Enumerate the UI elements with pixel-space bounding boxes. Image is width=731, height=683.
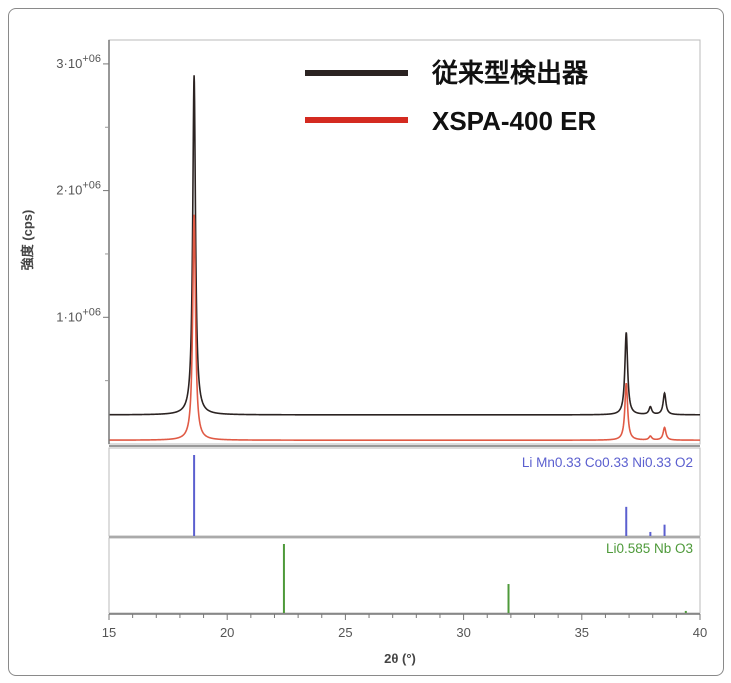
x-tick-label: 20: [220, 625, 234, 640]
x-tick-label: 30: [456, 625, 470, 640]
reference-label-lmcno: Li Mn0.33 Co0.33 Ni0.33 O2: [522, 455, 693, 470]
x-tick-label: 15: [102, 625, 116, 640]
legend-label-xspa: XSPA-400 ER: [432, 106, 596, 136]
series-line-0: [109, 75, 700, 416]
y-tick-label: 2·10+06: [56, 180, 101, 198]
reference-label-lino3: Li0.585 Nb O3: [606, 541, 693, 556]
series-line-1: [109, 214, 700, 441]
y-tick-label: 3·10+06: [56, 53, 101, 71]
ref1-frame: [108, 447, 701, 537]
y-axis-label: 強度 (cps): [20, 210, 35, 271]
axes: 1·10+06 2·10+06 3·10+06 15 20 25 30 35 40: [56, 40, 707, 640]
x-tick-label: 35: [575, 625, 589, 640]
reference-panel-lino3: [108, 537, 701, 614]
ref2-frame: [108, 537, 701, 614]
x-tick-label: 40: [693, 625, 707, 640]
y-tick-label: 1·10+06: [56, 306, 101, 324]
x-tick-label: 25: [338, 625, 352, 640]
legend-label-conventional: 従来型検出器: [431, 58, 589, 88]
legend: 従来型検出器 XSPA-400 ER: [305, 58, 596, 136]
x-axis-label: 2θ (°): [384, 651, 416, 666]
reference-panel-lmcno: [108, 447, 701, 537]
